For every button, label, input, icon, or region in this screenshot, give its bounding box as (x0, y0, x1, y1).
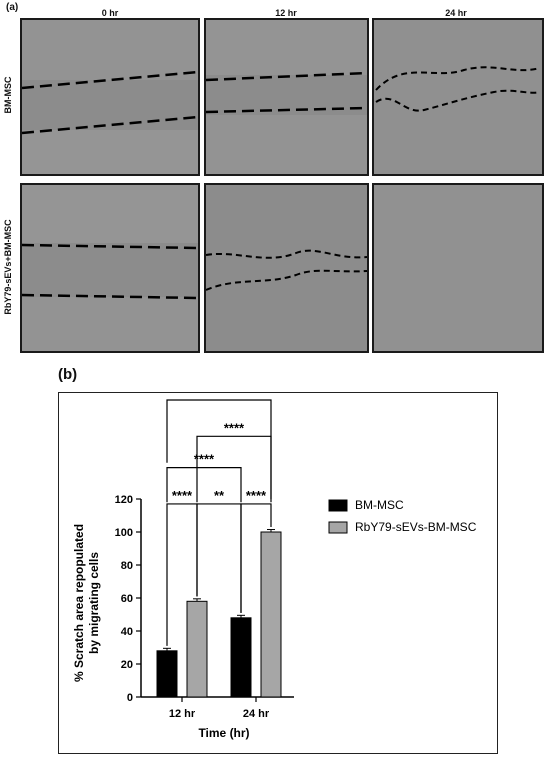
significance-bracket (166, 399, 272, 499)
micrograph-bm-msc-24hr (372, 18, 544, 176)
chart-frame: % Scratch area repopulated by migrating … (58, 384, 498, 754)
micrograph-rby79-0hr (20, 183, 200, 353)
micrograph-rby79-24hr (372, 183, 544, 353)
significance-label: **** (246, 488, 267, 503)
x-axis-label: Time (hr) (198, 726, 249, 740)
legend-label: RbY79-sEVs-BM-MSC (355, 520, 477, 534)
row-label-rby79-sevs-bm-msc: RbY79-sEVs+BM-MSC (3, 219, 13, 315)
row-label-bm-msc: BM-MSC (3, 76, 13, 114)
y-tick-label: 40 (121, 626, 133, 638)
panel-a-label: (a) (6, 2, 19, 13)
y-tick-label: 0 (127, 692, 133, 704)
significance-label: **** (172, 488, 193, 503)
bar (260, 531, 282, 698)
y-tick-label: 120 (115, 494, 133, 506)
x-tick-label: 12 hr (169, 708, 196, 720)
y-axis-label-line-2: by migrating cells (87, 552, 101, 654)
bar (230, 617, 252, 698)
bar (156, 650, 178, 698)
y-tick-label: 60 (121, 593, 133, 605)
bar-chart: % Scratch area repopulated by migrating … (72, 384, 477, 740)
significance-bracket (166, 467, 242, 503)
y-tick-label: 100 (115, 527, 133, 539)
micrograph-bm-msc-0hr (20, 18, 200, 176)
column-label-0hr: 0 hr (101, 8, 119, 18)
bar (186, 600, 208, 698)
column-label-12hr: 12 hr (275, 8, 297, 18)
micrograph-bm-msc-12hr (204, 18, 369, 176)
legend-swatch (328, 499, 348, 512)
significance-label: **** (224, 420, 245, 435)
significance-label: **** (209, 393, 230, 399)
micrograph-rby79-12hr (204, 183, 369, 353)
x-tick-label: 24 hr (243, 708, 270, 720)
significance-label: **** (194, 452, 215, 467)
legend-swatch (328, 521, 348, 534)
y-tick-label: 20 (121, 659, 133, 671)
y-tick-label: 80 (121, 560, 133, 572)
panel-b-label: (b) (58, 366, 78, 383)
significance-bracket (196, 503, 242, 613)
legend-label: BM-MSC (355, 498, 404, 512)
column-label-24hr: 24 hr (445, 8, 467, 18)
significance-bracket (240, 503, 272, 613)
y-axis-label-line-1: % Scratch area repopulated (72, 524, 86, 682)
significance-label: ** (214, 488, 225, 503)
